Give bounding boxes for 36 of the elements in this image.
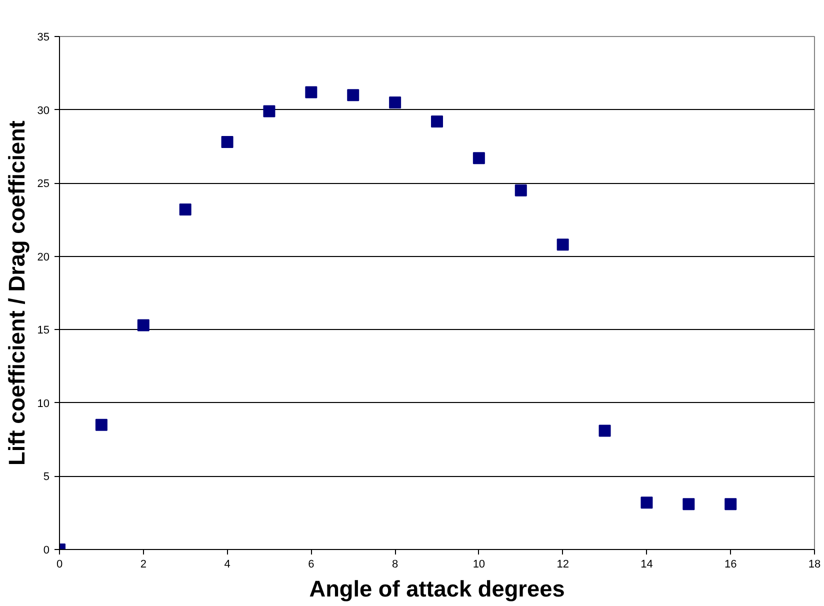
y-tick-label: 30 <box>37 104 50 117</box>
x-tick-label: 14 <box>640 558 653 570</box>
point <box>95 418 108 431</box>
point <box>640 496 653 509</box>
point <box>389 96 402 108</box>
point <box>598 424 611 437</box>
y-tick-label: 20 <box>37 251 50 264</box>
x-tick-label: 8 <box>392 558 398 570</box>
point <box>556 238 569 251</box>
point <box>305 86 318 98</box>
point <box>472 152 485 164</box>
y-tick-label: 5 <box>43 471 50 484</box>
y-tick-label: 35 <box>37 32 50 44</box>
x-tick-label: 4 <box>224 558 230 570</box>
point <box>221 136 234 148</box>
point <box>263 105 276 118</box>
x-tick-label: 2 <box>140 558 146 570</box>
x-tick-label: 16 <box>724 558 737 570</box>
point <box>347 89 360 102</box>
point <box>431 116 443 128</box>
y-tick-label: 15 <box>37 324 50 337</box>
x-tick-label: 12 <box>556 558 569 570</box>
point <box>137 319 150 332</box>
y-tick-label: 0 <box>43 544 50 556</box>
x-axis-title: Angle of attack degrees <box>309 576 565 602</box>
x-tick-label: 0 <box>56 558 63 570</box>
x-tick-label: 10 <box>472 558 486 570</box>
y-tick-label: 10 <box>37 398 50 410</box>
y-axis-title: Lift coefficient / Drag coefficient <box>3 120 30 466</box>
x-tick-label: 18 <box>808 558 821 570</box>
x-tick-label: 6 <box>308 558 314 570</box>
point <box>724 498 737 510</box>
point <box>514 184 527 196</box>
y-tick-label: 25 <box>37 178 50 190</box>
point <box>682 498 695 510</box>
point <box>179 203 192 216</box>
